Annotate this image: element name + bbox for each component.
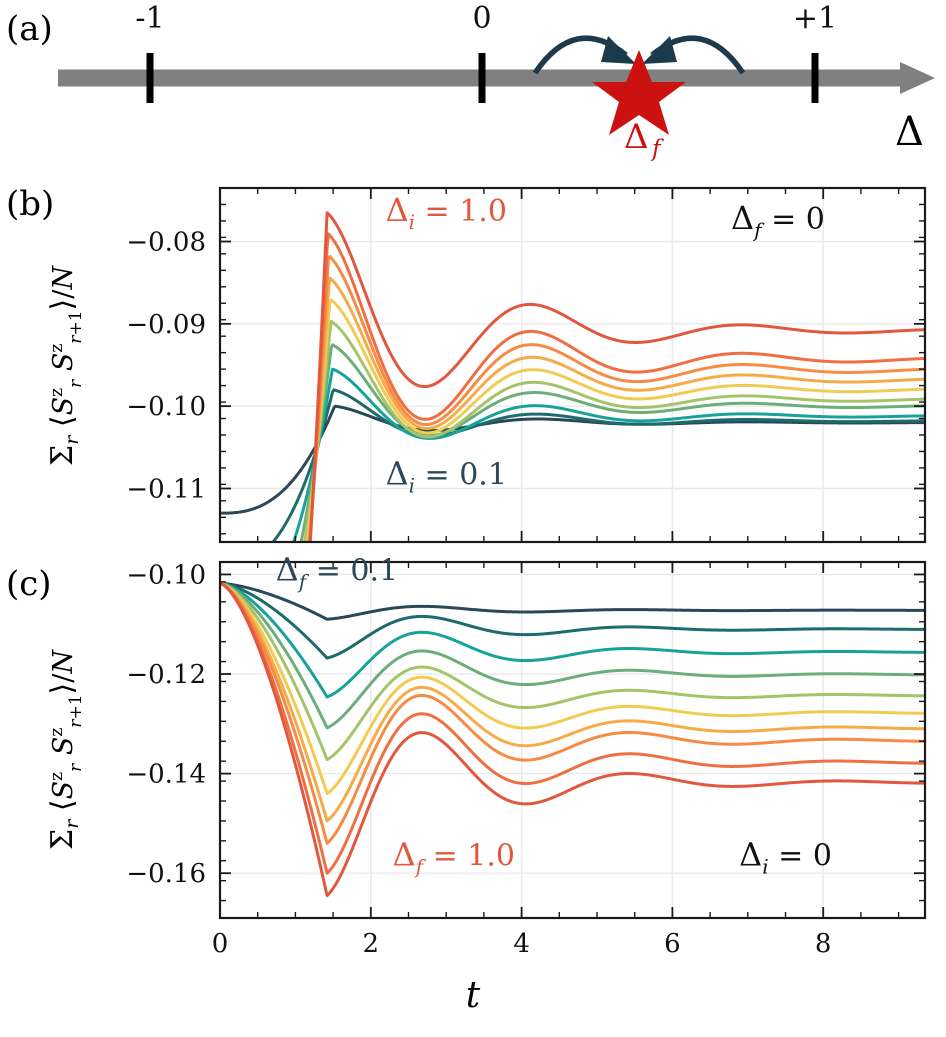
annotation-delta-i-max: Δi = 1.0 — [385, 191, 506, 234]
data-curve — [220, 581, 925, 898]
y-tick-label: −0.12 — [126, 660, 206, 690]
data-curve — [220, 581, 925, 845]
panel-c-chart: (c) −0.10 −0.12 −0.14 −0.16 0 2 4 6 8 Δf = 0.1 Δf … — [6, 550, 927, 959]
delta-f-subscript: f — [650, 136, 664, 162]
annotation-delta-f-max: Δf = 1.0 — [393, 836, 515, 879]
data-curve — [220, 404, 925, 515]
panel-c-ylabel-text: Σr ⟨Szr Szr+1⟩/N — [45, 649, 84, 850]
y-tick-label: −0.10 — [126, 560, 206, 590]
x-tick-label: 8 — [815, 929, 832, 959]
panel-b-ylabel: Σr ⟨Szr Szr+1⟩/N — [38, 196, 84, 536]
data-curve — [220, 581, 925, 621]
annotation-delta-f-fixed: Δf = 0 — [731, 199, 825, 242]
data-curve — [220, 581, 925, 660]
data-curve — [220, 581, 925, 730]
panel-a-phase-diagram: (a) -1 0 +1 Δ f Δ — [6, 1, 935, 162]
tick-label-minus-one: -1 — [135, 1, 164, 36]
data-curve — [271, 388, 925, 542]
x-tick-label: 2 — [363, 929, 380, 959]
x-axis-title: t — [0, 975, 946, 1016]
quench-arrow-left-head — [601, 36, 636, 64]
panel-c-ylabel: Σr ⟨Szr Szr+1⟩/N — [38, 580, 84, 920]
data-curve — [308, 211, 925, 542]
axis-frame — [218, 186, 927, 544]
annotation-delta-i-fixed: Δi = 0 — [739, 836, 832, 879]
panel-b-ylabel-text: Σr ⟨Szr Szr+1⟩/N — [45, 265, 84, 466]
annotation-delta-i-min: Δi = 0.1 — [385, 454, 506, 497]
data-curve — [220, 581, 925, 699]
panel-c-label: (c) — [6, 564, 52, 604]
panel-b-label: (b) — [6, 184, 54, 224]
y-tick-label: −0.11 — [126, 474, 206, 504]
y-tick-label: −0.16 — [126, 859, 206, 889]
y-tick-label: −0.10 — [126, 392, 206, 422]
data-curve — [220, 581, 925, 762]
data-curve — [292, 367, 925, 542]
x-tick-label: 0 — [212, 929, 229, 959]
data-curve — [308, 232, 925, 542]
curve-group — [220, 211, 925, 542]
axis-frame — [218, 560, 927, 920]
panel-b-chart: (b) −0.08 −0.09 −0.10 −0.11 Δi = 1.0 Δf = 0 Δi… — [6, 184, 927, 544]
x-tick-label: 6 — [664, 929, 681, 959]
phase-line-arrowhead — [900, 62, 935, 94]
y-tick-label: −0.14 — [126, 760, 206, 790]
data-curve — [305, 298, 925, 542]
data-curve — [220, 581, 925, 795]
data-curve — [220, 581, 925, 823]
quench-arrow-right-head — [642, 36, 677, 64]
tick-label-zero: 0 — [472, 1, 491, 36]
delta-f-symbol: Δ — [624, 117, 649, 157]
tick-label-plus-one: +1 — [793, 1, 837, 36]
data-curve — [308, 255, 925, 542]
annotation-delta-f-min: Δf = 0.1 — [276, 550, 398, 593]
y-tick-label: −0.09 — [126, 310, 206, 340]
y-tick-label: −0.08 — [126, 228, 206, 258]
data-curve — [307, 276, 925, 542]
x-axis-title-text: t — [465, 975, 481, 1016]
data-curve — [299, 343, 925, 542]
delta-f-marker-label: Δ f — [624, 117, 664, 162]
curve-group — [220, 581, 925, 898]
phase-axis-symbol: Δ — [895, 109, 924, 155]
data-curve — [303, 320, 925, 542]
data-curve — [220, 581, 925, 875]
delta-f-star-marker — [592, 50, 686, 135]
panel-a-label: (a) — [6, 9, 53, 49]
x-tick-label: 4 — [513, 929, 530, 959]
